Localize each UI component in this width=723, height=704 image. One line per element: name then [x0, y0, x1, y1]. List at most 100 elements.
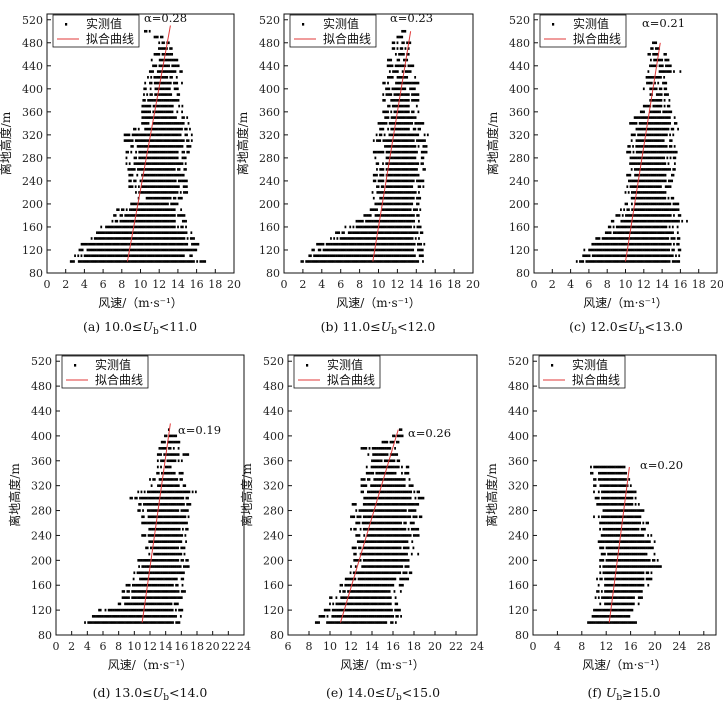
scatter-point	[137, 509, 140, 512]
scatter-point	[388, 179, 391, 183]
scatter-point	[412, 93, 415, 96]
y-axis-title: 离地高度/m	[239, 463, 254, 527]
scatter-point	[162, 156, 165, 160]
scatter-point	[394, 608, 397, 612]
scatter-point	[655, 202, 657, 206]
scatter-point	[97, 260, 99, 263]
scatter-point	[661, 70, 664, 73]
scatter-point	[385, 546, 388, 550]
scatter-point	[154, 122, 156, 125]
scatter-point	[402, 248, 405, 252]
scatter-point	[153, 76, 156, 79]
scatter-point	[657, 58, 660, 62]
scatter-point	[409, 248, 411, 252]
scatter-point	[185, 509, 188, 512]
scatter-point	[644, 254, 647, 258]
scatter-point	[169, 185, 172, 188]
scatter-point	[406, 225, 409, 229]
scatter-point	[166, 64, 169, 68]
scatter-point	[623, 254, 626, 258]
scatter-point	[665, 116, 668, 119]
scatter-point	[650, 214, 653, 217]
scatter-point	[657, 168, 660, 171]
scatter-point	[667, 196, 670, 200]
scatter-point	[103, 242, 105, 246]
scatter-point	[168, 70, 170, 73]
scatter-point	[140, 168, 143, 171]
scatter-point	[161, 99, 164, 102]
scatter-point	[637, 150, 640, 154]
scatter-point	[375, 260, 378, 263]
x-tick-label: 10	[134, 278, 148, 291]
scatter-point	[635, 168, 638, 171]
scatter-point	[175, 527, 178, 531]
scatter-point	[355, 231, 358, 235]
scatter-point	[89, 260, 91, 263]
plot-frame	[55, 354, 245, 636]
scatter-point	[385, 615, 388, 618]
scatter-point	[133, 156, 136, 160]
scatter-point	[391, 47, 394, 50]
scatter-point	[605, 248, 608, 252]
y-tick-label: 160	[31, 579, 52, 592]
scatter-point	[411, 99, 413, 102]
scatter-point	[626, 150, 628, 154]
scatter-point	[137, 590, 140, 593]
scatter-point	[417, 133, 420, 137]
scatter-point	[361, 248, 363, 252]
scatter-point	[623, 219, 626, 223]
scatter-point	[129, 248, 132, 252]
scatter-point	[154, 87, 157, 91]
x-tick-label: 2	[549, 278, 556, 291]
scatter-point	[671, 150, 673, 154]
scatter-point	[171, 534, 174, 537]
x-tick-label: 10	[619, 278, 633, 291]
scatter-point	[162, 565, 164, 568]
scatter-point	[166, 521, 169, 525]
scatter-point	[655, 41, 658, 45]
scatter-point	[168, 465, 170, 469]
caption-suffix: <11.0	[159, 319, 197, 334]
scatter-point	[130, 139, 132, 142]
scatter-point	[646, 104, 648, 108]
scatter-point	[384, 242, 387, 246]
scatter-point	[645, 168, 647, 171]
scatter-point	[400, 191, 403, 194]
scatter-point	[389, 602, 392, 606]
scatter-point	[395, 168, 398, 171]
scatter-point	[406, 133, 408, 137]
scatter-point	[148, 590, 151, 593]
scatter-point	[354, 546, 357, 550]
scatter-point	[348, 602, 351, 606]
scatter-point	[181, 127, 183, 131]
scatter-point	[369, 214, 372, 217]
scatter-point	[168, 139, 171, 142]
scatter-point	[181, 81, 183, 85]
scatter-point	[154, 546, 157, 550]
scatter-point	[163, 122, 166, 125]
scatter-point	[366, 214, 369, 217]
scatter-point	[95, 237, 98, 240]
scatter-point	[346, 621, 349, 624]
scatter-point	[160, 459, 162, 463]
scatter-point	[665, 127, 668, 131]
scatter-point	[107, 231, 110, 235]
scatter-point	[160, 440, 163, 444]
scatter-point	[157, 254, 160, 258]
scatter-point	[180, 196, 183, 200]
scatter-point	[663, 254, 666, 258]
scatter-point	[649, 116, 652, 119]
scatter-point	[150, 185, 153, 188]
scatter-point	[415, 231, 417, 235]
scatter-point	[169, 52, 172, 56]
scatter-point	[373, 583, 375, 587]
scatter-point	[390, 185, 393, 188]
scatter-point	[638, 231, 641, 235]
x-tick-label: 12	[344, 640, 358, 653]
scatter-point	[399, 559, 402, 562]
scatter-point	[173, 552, 176, 556]
scatter-point	[379, 173, 382, 177]
scatter-point	[404, 127, 407, 131]
scatter-point	[672, 237, 674, 240]
